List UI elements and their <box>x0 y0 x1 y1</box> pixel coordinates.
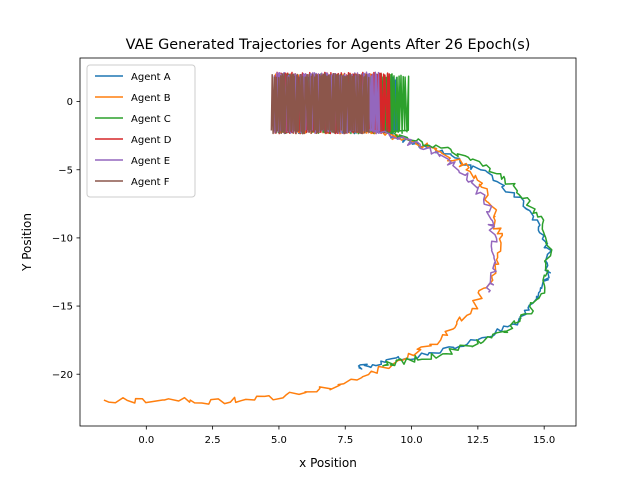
y-tick-label: −10 <box>52 234 73 245</box>
x-tick-label: 15.0 <box>533 435 555 446</box>
x-tick-label: 2.5 <box>205 435 221 446</box>
series-layer <box>103 71 553 405</box>
y-axis-ticks: 0 −5 −10 −15 −20 <box>52 97 80 381</box>
y-axis-label: Y Position <box>20 213 34 272</box>
legend-label: Agent A <box>131 72 171 83</box>
legend-label: Agent E <box>131 156 170 167</box>
legend-label: Agent C <box>131 114 171 125</box>
y-tick-label: 0 <box>67 97 73 108</box>
x-tick-label: 0.0 <box>138 435 154 446</box>
chart-title: VAE Generated Trajectories for Agents Af… <box>126 37 531 53</box>
y-tick-label: −15 <box>52 302 73 313</box>
y-tick-label: −5 <box>58 165 73 176</box>
legend-box <box>86 64 196 198</box>
x-axis-label: x Position <box>299 456 357 470</box>
legend-label: Agent F <box>131 177 170 188</box>
x-tick-label: 5.0 <box>271 435 287 446</box>
legend: Agent A Agent B Agent C Agent D Agent E Agent… <box>86 64 196 198</box>
x-tick-label: 12.5 <box>467 435 489 446</box>
legend-label: Agent D <box>131 135 172 146</box>
plot-frame <box>79 57 577 427</box>
series-line-agent-f <box>270 72 370 135</box>
x-tick-label: 10.0 <box>400 435 422 446</box>
x-axis-ticks: 0.0 2.5 5.0 7.5 10.0 12.5 15.0 <box>138 426 555 446</box>
x-tick-label: 7.5 <box>337 435 353 446</box>
y-tick-label: −20 <box>52 370 73 381</box>
legend-label: Agent B <box>131 93 171 104</box>
